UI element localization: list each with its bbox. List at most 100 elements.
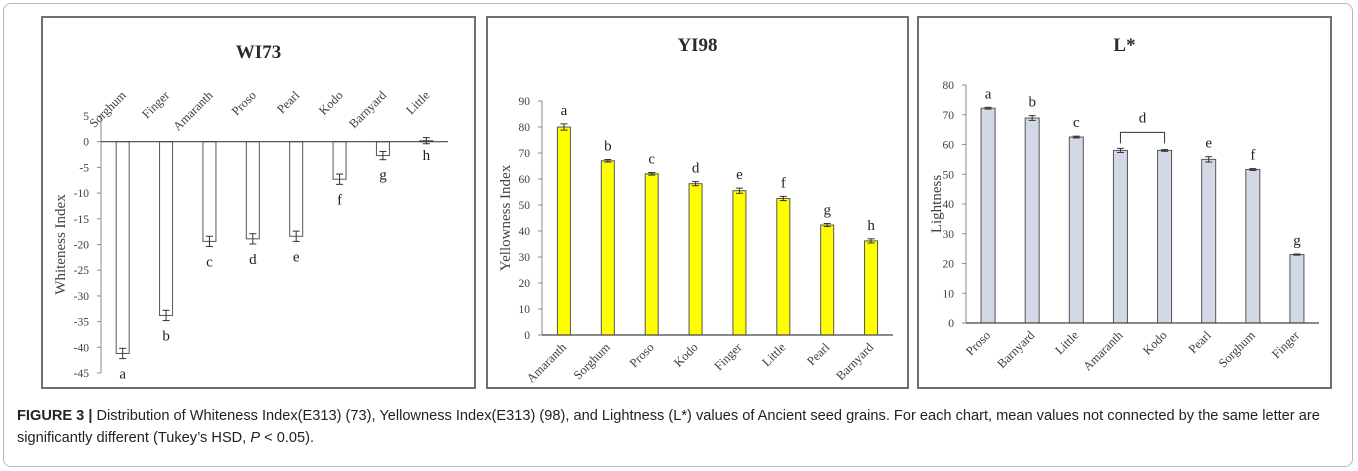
chart3-category-label: Finger xyxy=(1269,328,1303,362)
chart1-bar-sorghum xyxy=(115,141,130,354)
chart1-y-tick-label: -35 xyxy=(74,317,90,329)
chart2-category-label: Little xyxy=(759,340,788,369)
chart3-title: L* xyxy=(1113,35,1135,56)
chart1-y-tick-label: 0 xyxy=(83,137,89,149)
chart2-bar-finger xyxy=(732,190,747,336)
chart2-y-tick-label: 70 xyxy=(519,148,531,160)
chart1-y-tick-label: 5 xyxy=(83,111,89,123)
chart2-letter: f xyxy=(781,175,786,191)
chart-yellowness-index: YI98 0 10 20 30 40 50 60 70 80 90 Yellowness Index a… xyxy=(498,35,893,386)
chart3-y-axis-label: Lightness xyxy=(929,175,945,233)
chart3-y-tick-label: 30 xyxy=(943,229,955,241)
chart3-y-tick-label: 10 xyxy=(943,288,955,300)
chart2-title: YI98 xyxy=(677,35,717,56)
chart3-y-tick-label: 20 xyxy=(943,259,955,271)
figure-frame: WI73 5 0 -5 -10 -15 -20 -25 -30 -35 -40 -45 Whitenes… xyxy=(3,3,1353,467)
chart3-y-tick-label: 50 xyxy=(943,169,955,181)
chart1-category-label: Little xyxy=(403,88,432,117)
caption-p-symbol: P xyxy=(250,430,261,446)
chart2-y-tick-label: 0 xyxy=(524,330,530,342)
chart2-letter: e xyxy=(736,167,743,183)
chart2-y-tick-label: 40 xyxy=(519,226,531,238)
chart2-bar-amaranth xyxy=(556,126,571,336)
chart2-category-label: Sorghum xyxy=(571,340,613,382)
chart3-category-label: Little xyxy=(1052,328,1081,357)
chart2-category-label: Kodo xyxy=(671,340,701,370)
chart2-category-label: Proso xyxy=(627,340,657,370)
chart3-letter: f xyxy=(1250,148,1255,164)
chart2-bar-barnyard xyxy=(864,240,879,336)
chart3-y-tick-label: 60 xyxy=(943,140,955,152)
chart2-bar-sorghum xyxy=(600,160,615,336)
chart3-letter: b xyxy=(1028,95,1036,111)
chart1-category-label: Sorghum xyxy=(87,88,129,130)
chart2-y-tick-label: 20 xyxy=(519,278,531,290)
chart3-letter: e xyxy=(1205,136,1212,152)
chart2-bar-kodo xyxy=(688,183,703,336)
chart1-y-tick-label: -20 xyxy=(74,240,90,252)
panel-yi98: YI98 0 10 20 30 40 50 60 70 80 90 Yellowness Index a… xyxy=(486,16,909,389)
chart3-bar-barnyard xyxy=(1024,117,1040,324)
chart1-category-label: Pearl xyxy=(274,88,302,116)
chart3-letter: c xyxy=(1073,115,1080,131)
chart3-category-label: Pearl xyxy=(1186,328,1214,356)
chart3-bar-amaranth xyxy=(1112,149,1128,324)
chart-whiteness-index: WI73 5 0 -5 -10 -15 -20 -25 -30 -35 -40 -45 Whitenes… xyxy=(53,42,448,383)
chart3-letter: a xyxy=(985,86,992,102)
chart1-y-tick-label: -25 xyxy=(74,265,90,277)
chart1-category-label: Proso xyxy=(229,88,259,118)
chart2-y-axis-label: Yellowness Index xyxy=(498,164,514,271)
chart1-category-label: Kodo xyxy=(316,88,346,118)
chart3-y-tick-label: 80 xyxy=(943,80,955,92)
chart3-bar-kodo xyxy=(1157,149,1173,324)
chart1-letter: b xyxy=(162,329,170,345)
chart3-category-label: Proso xyxy=(963,328,993,358)
chart3-bar-pearl xyxy=(1201,158,1217,324)
chart2-y-tick-label: 90 xyxy=(519,96,531,108)
chart1-bar-pearl xyxy=(289,141,304,237)
chart2-y-tick-label: 60 xyxy=(519,174,531,186)
caption-text-end: < 0.05). xyxy=(260,430,315,446)
chart1-letter: g xyxy=(379,168,387,184)
chart2-category-label: Pearl xyxy=(804,340,832,368)
chart3-category-label: Sorghum xyxy=(1216,328,1258,370)
chart2-letter: b xyxy=(604,139,612,155)
chart1-letter: d xyxy=(249,252,257,268)
chart1-bar-proso xyxy=(245,141,260,240)
chart2-y-tick-label: 50 xyxy=(519,200,531,212)
chart3-letter: d xyxy=(1139,110,1147,126)
panel-wi73: WI73 5 0 -5 -10 -15 -20 -25 -30 -35 -40 -45 Whitenes… xyxy=(41,16,476,389)
chart3-bar-finger xyxy=(1289,254,1305,324)
chart1-bar-finger xyxy=(159,141,174,316)
caption-label: FIGURE 3 | xyxy=(17,408,93,424)
chart1-y-tick-label: -15 xyxy=(74,214,90,226)
chart2-y-tick-label: 80 xyxy=(519,122,531,134)
chart3-bar-little xyxy=(1068,136,1084,324)
chart2-bar-little xyxy=(776,198,791,336)
figure-caption: FIGURE 3 | Distribution of Whiteness Ind… xyxy=(17,405,1347,449)
chart3-letter: g xyxy=(1293,233,1301,249)
chart1-letter: c xyxy=(206,255,213,271)
chart3-category-label: Barnyard xyxy=(995,328,1038,371)
chart1-letter: a xyxy=(119,367,126,383)
chart2-letter: d xyxy=(692,161,700,177)
chart1-letter: h xyxy=(423,148,431,164)
chart1-title: WI73 xyxy=(236,42,281,63)
chart2-bar-proso xyxy=(644,173,659,336)
chart1-bar-amaranth xyxy=(202,141,217,242)
chart1-y-tick-label: -30 xyxy=(74,291,90,303)
chart2-category-label: Barnyard xyxy=(833,340,876,383)
chart1-y-tick-label: -45 xyxy=(74,368,90,380)
chart1-letter: f xyxy=(337,192,342,208)
chart1-y-tick-label: -5 xyxy=(79,162,89,174)
chart1-y-tick-label: -10 xyxy=(74,188,90,200)
chart3-bar-sorghum xyxy=(1245,168,1261,324)
chart3-category-label: Kodo xyxy=(1140,328,1170,358)
chart1-category-label: Amaranth xyxy=(170,88,216,134)
chart1-category-label: Barnyard xyxy=(346,88,389,131)
caption-text: Distribution of Whiteness Index(E313) (7… xyxy=(17,408,1320,446)
chart1-category-label: Finger xyxy=(139,88,173,122)
chart2-category-label: Amaranth xyxy=(524,340,570,386)
chart1-y-tick-label: -40 xyxy=(74,342,90,354)
chart3-y-tick-label: 70 xyxy=(943,110,955,122)
